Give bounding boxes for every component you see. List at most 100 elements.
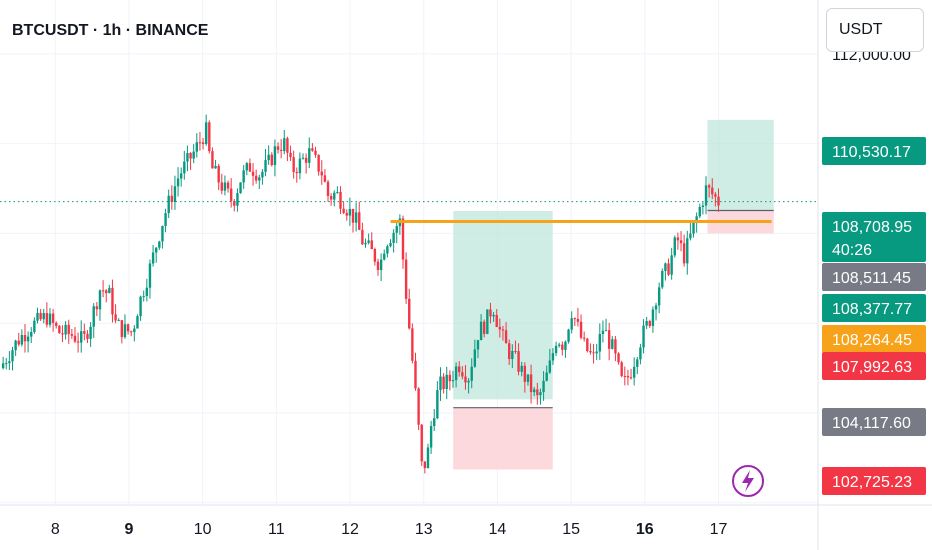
candle (392, 229, 395, 253)
tag-last[interactable]: 108,708.95 40:26 (822, 212, 926, 262)
candle (601, 320, 605, 343)
candle (717, 188, 720, 212)
candle (279, 139, 283, 159)
candle (286, 136, 289, 162)
candle (648, 319, 651, 329)
candle (511, 344, 514, 369)
candle (42, 308, 45, 324)
candle (223, 175, 227, 196)
candle (611, 336, 614, 350)
candle (401, 215, 405, 269)
candle (123, 314, 127, 339)
candle (61, 325, 64, 343)
price-tag-box (822, 352, 926, 380)
x-tick-label: 10 (194, 521, 212, 538)
candle (270, 152, 273, 167)
price-tag-box (822, 263, 926, 291)
candle (642, 319, 645, 354)
candle (51, 308, 55, 332)
candle (201, 138, 205, 150)
tag-110530[interactable]: 110,530.17 (822, 137, 926, 165)
countdown-label: 40:26 (832, 242, 872, 259)
candle (283, 129, 286, 155)
candle (414, 352, 417, 391)
candle (64, 321, 67, 340)
candle (345, 209, 348, 221)
candle (557, 342, 561, 348)
price-tag-label: 110,530.17 (832, 144, 911, 161)
candle (586, 337, 589, 353)
candle (639, 343, 642, 365)
candle (133, 325, 136, 342)
long-profit-zone (453, 210, 553, 400)
candle (73, 327, 77, 344)
candle (30, 327, 33, 344)
currency-label: USDT (839, 21, 883, 38)
candle (258, 174, 261, 190)
candle (323, 169, 327, 183)
candle (492, 311, 495, 322)
candle (532, 386, 536, 397)
candle (204, 114, 208, 146)
candle (158, 240, 161, 250)
candle (395, 220, 398, 244)
levels (0, 201, 818, 224)
candle (567, 328, 570, 344)
candle (498, 318, 502, 338)
candle (314, 146, 317, 158)
tag-104117[interactable]: 104,117.60 (822, 408, 926, 436)
tag-102725[interactable]: 102,725.23 (822, 467, 926, 495)
candle (226, 180, 230, 193)
candle (573, 317, 577, 327)
candle (308, 137, 311, 169)
candle (80, 320, 83, 353)
candle (358, 201, 361, 231)
candle (229, 178, 233, 208)
currency-selector[interactable]: USDT (826, 8, 924, 52)
candle (667, 258, 670, 277)
candle (383, 249, 386, 261)
candle (76, 332, 80, 353)
candle (589, 343, 592, 355)
candle (632, 357, 636, 386)
candle (548, 348, 552, 374)
candle (126, 323, 130, 335)
x-tick-label: 17 (710, 521, 728, 538)
tag-108264[interactable]: 108,264.45 (822, 325, 926, 353)
candle (120, 319, 124, 344)
candle (470, 358, 473, 389)
x-tick-label: 8 (51, 521, 60, 538)
candle (664, 262, 667, 281)
candle (151, 245, 155, 267)
candle (379, 253, 383, 282)
candle (183, 150, 186, 180)
candle (629, 368, 633, 380)
candle (595, 343, 598, 361)
candle (517, 343, 520, 376)
candle (373, 247, 377, 266)
candle (198, 131, 202, 151)
candle (576, 307, 580, 327)
candle (451, 370, 455, 388)
candle (273, 139, 277, 177)
tag-107992[interactable]: 107,992.63 (822, 352, 926, 380)
candle (1, 356, 5, 370)
candle (526, 374, 530, 386)
candle (67, 319, 70, 344)
candle (236, 188, 239, 212)
candle (36, 307, 39, 324)
candle (657, 282, 661, 314)
candle (326, 179, 330, 202)
candle (339, 186, 342, 215)
x-tick-label: 15 (562, 521, 580, 538)
lightning-icon[interactable] (732, 465, 764, 497)
tag-108511[interactable]: 108,511.45 (822, 263, 926, 291)
candle (582, 331, 586, 342)
candle (636, 356, 639, 375)
candle (614, 336, 617, 362)
candle (189, 152, 192, 170)
candle (39, 309, 42, 322)
candle (579, 314, 583, 340)
tag-108377[interactable]: 108,377.77 (822, 294, 926, 322)
